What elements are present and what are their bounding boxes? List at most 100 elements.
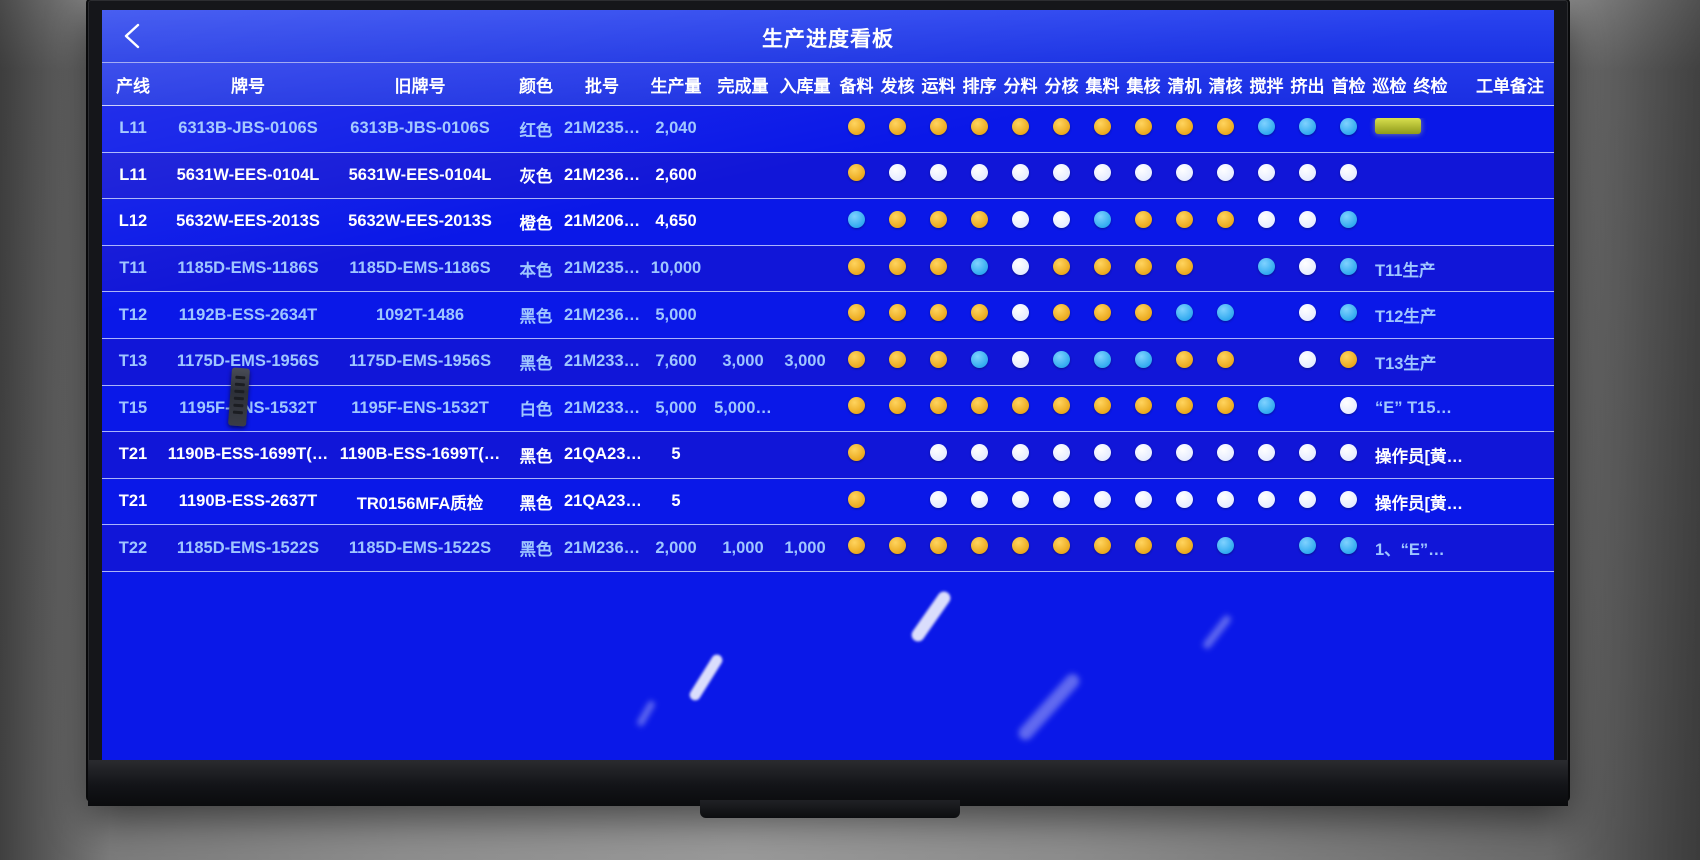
- step-status-dot: [1164, 304, 1205, 326]
- table-row[interactable]: T11 1185D-EMS-1186S 1185D-EMS-1186S 本色 21M23…: [102, 245, 1554, 293]
- column-header-s3[interactable]: 运料: [921, 76, 956, 96]
- column-header-oldcode[interactable]: 旧牌号: [394, 76, 446, 96]
- step-status-dot: [959, 537, 1000, 559]
- step-status-dot: [836, 397, 877, 419]
- column-header-prod[interactable]: 生产量: [650, 76, 702, 96]
- status-dot-white: [1299, 443, 1316, 461]
- step-status-dot: [836, 210, 877, 233]
- cell-oldcode: 1190B-ESS-1699T(…: [339, 445, 501, 464]
- status-dot-orange: [1012, 537, 1029, 555]
- column-header-line[interactable]: 产线: [116, 76, 150, 96]
- table-row[interactable]: T21 1190B-ESS-1699T(… 1190B-ESS-1699T(… 黑色 2…: [102, 432, 1554, 479]
- column-header-done[interactable]: 完成量: [717, 76, 769, 96]
- column-header-color[interactable]: 颜色: [519, 76, 553, 96]
- status-dot-orange: [1176, 397, 1193, 415]
- cell-remark: “E” T15…: [1375, 398, 1453, 417]
- step-status-dot: [959, 443, 1000, 466]
- column-header-s14[interactable]: 巡检: [1372, 76, 1407, 96]
- step-status-dot: [1246, 537, 1287, 559]
- status-dot-orange: [1176, 350, 1193, 368]
- status-dot-white: [1012, 164, 1029, 182]
- status-dot-blue: [1340, 257, 1357, 275]
- cell-color: 黑色: [519, 494, 553, 513]
- status-dot-white: [1217, 164, 1234, 182]
- column-header-remark[interactable]: 工单备注: [1476, 76, 1544, 96]
- cell-line: T21: [118, 445, 148, 464]
- table-row[interactable]: T15 1195F-ENS-1532T 1195F-ENS-1532T 白色 21M23…: [102, 386, 1554, 433]
- column-header-stock[interactable]: 入库量: [779, 76, 831, 96]
- status-dot-white: [1299, 210, 1316, 228]
- status-dot-white: [1053, 164, 1070, 182]
- step-status-dot: [1328, 257, 1369, 280]
- table-row[interactable]: T12 1192B-ESS-2634T 1092T-1486 黑色 21M236… 5,0…: [102, 292, 1554, 339]
- status-dot-orange: [1340, 350, 1357, 368]
- column-header-s8[interactable]: 集核: [1126, 76, 1161, 96]
- cell-prod: 5: [671, 492, 681, 511]
- step-status-dot: [1164, 490, 1205, 513]
- status-dot-none: [889, 444, 906, 461]
- column-header-s2[interactable]: 发核: [880, 76, 915, 96]
- column-header-s10[interactable]: 清核: [1208, 76, 1243, 96]
- step-status-dot: [1205, 210, 1246, 233]
- cell-code: 1195F-ENS-1532T: [179, 398, 317, 417]
- cell-batch: 21QA23…: [564, 445, 640, 464]
- column-header-s12[interactable]: 挤出: [1290, 76, 1325, 96]
- status-dot-white: [1012, 443, 1029, 461]
- status-dot-blue: [1176, 304, 1193, 322]
- table-row[interactable]: L11 5631W-EES-0104L 5631W-EES-0104L 灰色 21M23…: [102, 152, 1554, 200]
- column-header-s11[interactable]: 搅拌: [1249, 76, 1284, 96]
- table-row[interactable]: L11 6313B-JBS-0106S 6313B-JBS-0106S 红色 21M23…: [102, 106, 1554, 153]
- step-status-dot: [959, 164, 1000, 186]
- column-header-code[interactable]: 牌号: [231, 76, 265, 96]
- status-dot-blue: [1299, 537, 1316, 555]
- status-dot-orange: [1135, 257, 1152, 275]
- status-dot-blue: [971, 257, 988, 275]
- step-status-dot: [1082, 537, 1123, 559]
- cell-line: T21: [118, 492, 148, 511]
- column-header-s6[interactable]: 分核: [1044, 76, 1079, 96]
- column-header-s13[interactable]: 首检: [1331, 76, 1366, 96]
- table-row[interactable]: T22 1185D-EMS-1522S 1185D-EMS-1522S 黑色 21M23…: [102, 525, 1554, 572]
- status-dot-orange: [1176, 210, 1193, 228]
- status-dot-white: [1258, 210, 1275, 228]
- step-status-dot: [1205, 490, 1246, 513]
- cell-remark: 操作员[黄…: [1375, 447, 1463, 466]
- status-dot-orange: [848, 304, 865, 322]
- column-header-s9[interactable]: 清机: [1167, 76, 1202, 96]
- status-dot-orange: [848, 443, 865, 461]
- step-status-dot: [836, 117, 877, 140]
- column-header-s1[interactable]: 备料: [839, 76, 874, 96]
- step-status-dot: [1328, 490, 1369, 513]
- step-status-dot: [1328, 210, 1369, 233]
- step-status-dot: [918, 117, 959, 140]
- step-status-dot: [1000, 164, 1041, 186]
- column-header-s5[interactable]: 分料: [1003, 76, 1038, 96]
- step-status-dot: [1164, 117, 1205, 140]
- status-dot-white: [1176, 164, 1193, 182]
- step-status-dot: [836, 443, 877, 466]
- step-status-dot: [1041, 257, 1082, 280]
- column-header-s7[interactable]: 集料: [1085, 76, 1120, 96]
- status-dot-blue: [1094, 350, 1111, 368]
- table-row[interactable]: T13 1175D-EMS-1956S 1175D-EMS-1956S 黑色 21M23…: [102, 338, 1554, 386]
- status-dot-blue: [1340, 117, 1357, 135]
- step-status-dot: [1328, 397, 1369, 419]
- cell-remark: T13生产: [1375, 354, 1437, 373]
- back-button[interactable]: [116, 18, 150, 54]
- step-status-dot: [1123, 257, 1164, 280]
- status-dot-blue: [1258, 117, 1275, 135]
- step-status-dot: [877, 210, 918, 233]
- table-header: 产线 牌号 旧牌号 颜色 批号 生产量 完成量 入库量 备料 发核 运料 排序 分料 分核 集料 集核 清机 清核…: [102, 62, 1554, 106]
- table-row[interactable]: T21 1190B-ESS-2637T TR0156MFA质检 黑色 21QA23… 5 操…: [102, 479, 1554, 526]
- cell-line: T12: [118, 305, 148, 324]
- step-status-dot: [1000, 490, 1041, 513]
- step-status-dot: [1000, 304, 1041, 326]
- column-header-s4[interactable]: 排序: [962, 76, 997, 96]
- step-status-dot: [1000, 397, 1041, 419]
- step-status-dot: [1164, 257, 1205, 280]
- column-header-s15[interactable]: 终检: [1413, 76, 1448, 96]
- status-dot-white: [1176, 443, 1193, 461]
- column-header-batch[interactable]: 批号: [585, 76, 619, 96]
- page-title: 生产进度看板: [762, 28, 894, 51]
- table-row[interactable]: L12 5632W-EES-2013S 5632W-EES-2013S 橙色 21M20…: [102, 199, 1554, 246]
